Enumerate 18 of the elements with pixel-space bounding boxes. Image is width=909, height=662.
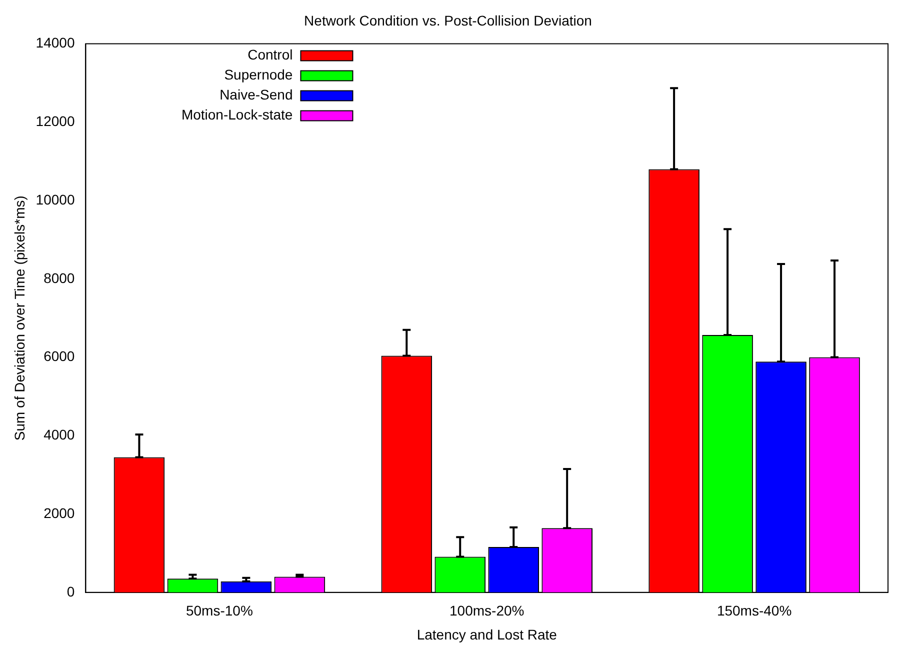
y-tick-label: 14000 <box>36 34 75 51</box>
legend-label: Supernode <box>224 66 293 83</box>
chart-title: Network Condition vs. Post-Collision Deviation <box>304 12 592 28</box>
y-tick-label: 10000 <box>36 191 75 208</box>
x-tick-label: 100ms-20% <box>450 602 524 619</box>
y-tick-label: 2000 <box>44 504 75 521</box>
x-axis-title: Latency and Lost Rate <box>416 626 558 642</box>
y-tick-label: 4000 <box>44 426 75 443</box>
y-axis-title: Sum of Deviation over Time (pixels*ms) <box>11 196 28 441</box>
legend-label: Motion-Lock-state <box>181 106 293 123</box>
legend-label: Naive-Send <box>220 86 293 103</box>
x-tick-label: 150ms-40% <box>716 602 792 619</box>
legend-label: Control <box>248 46 293 63</box>
x-tick-label: 50ms-10% <box>186 602 253 619</box>
y-tick-label: 6000 <box>44 348 75 364</box>
y-tick-label: 0 <box>66 583 75 600</box>
y-tick-label: 8000 <box>44 270 75 286</box>
y-tick-label: 12000 <box>36 113 75 130</box>
